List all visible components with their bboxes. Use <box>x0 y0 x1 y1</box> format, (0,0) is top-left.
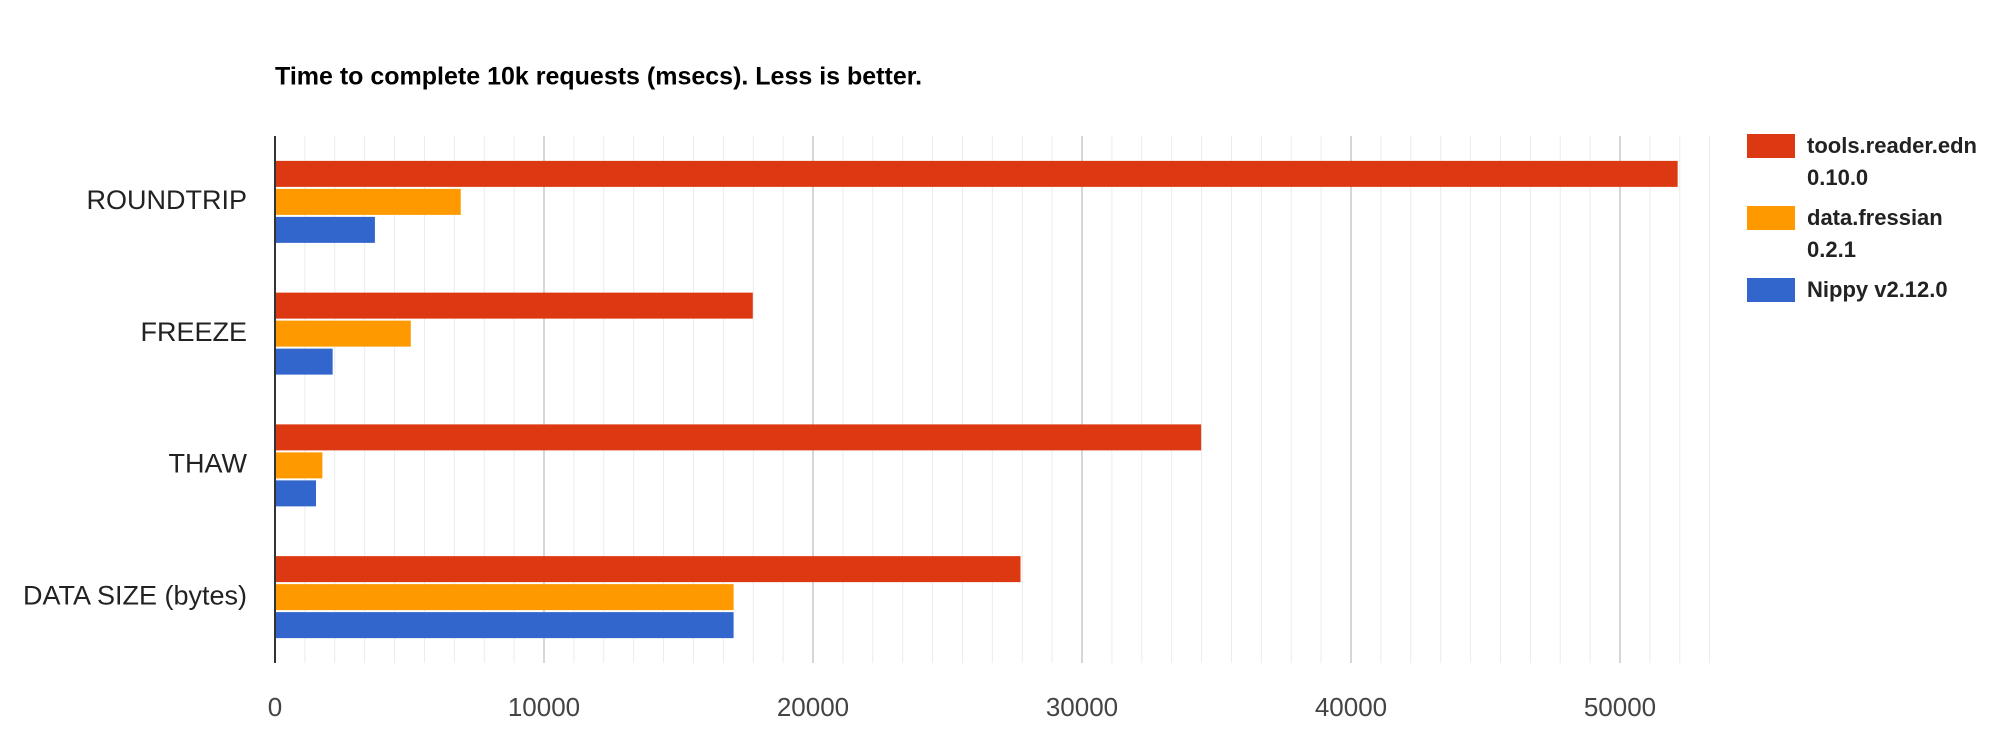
bar <box>275 584 734 611</box>
legend-label: tools.reader.edn 0.10.0 <box>1807 133 1977 190</box>
bar <box>275 216 375 243</box>
bar <box>275 452 323 479</box>
y-tick-label: ROUNDTRIP <box>87 185 248 215</box>
legend-label: Nippy v2.12.0 <box>1807 277 1948 302</box>
y-tick-label: FREEZE <box>140 317 247 347</box>
bar <box>275 188 461 215</box>
bar <box>275 424 1202 451</box>
grid <box>304 136 1711 663</box>
bar <box>275 556 1021 583</box>
x-tick-label: 30000 <box>1046 692 1118 722</box>
y-tick-label: THAW <box>169 449 248 479</box>
x-tick-label: 50000 <box>1584 692 1656 722</box>
legend-item: data.fressian 0.2.1 <box>1747 205 1997 266</box>
y-tick-label: DATA SIZE (bytes) <box>23 580 247 610</box>
bar <box>275 292 753 319</box>
x-tick-label: 20000 <box>777 692 849 722</box>
x-tick-label: 40000 <box>1315 692 1387 722</box>
bar <box>275 348 333 375</box>
legend-swatch <box>1747 206 1795 230</box>
bar <box>275 160 1678 187</box>
legend-swatch <box>1747 278 1795 302</box>
legend: tools.reader.edn 0.10.0 data.fressian 0.2… <box>1747 133 1997 318</box>
x-tick-label: 0 <box>268 692 282 722</box>
legend-item: Nippy v2.12.0 <box>1747 277 1997 306</box>
chart-title: Time to complete 10k requests (msecs). L… <box>275 63 922 91</box>
legend-label: data.fressian 0.2.1 <box>1807 205 1943 262</box>
bar <box>275 480 316 507</box>
x-tick-label: 10000 <box>508 692 580 722</box>
legend-swatch <box>1747 134 1795 158</box>
bar <box>275 612 734 639</box>
bar <box>275 320 411 347</box>
legend-item: tools.reader.edn 0.10.0 <box>1747 133 1997 194</box>
